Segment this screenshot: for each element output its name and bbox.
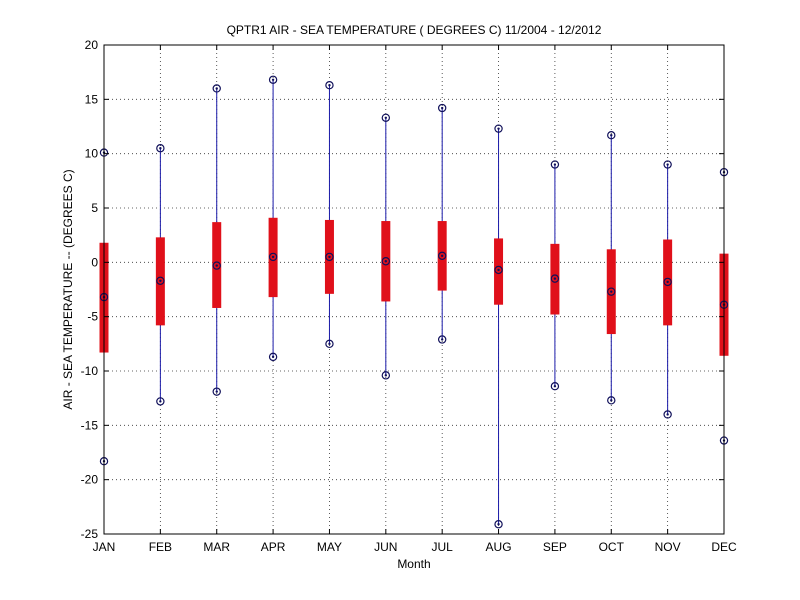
y-tick-label: -15: [81, 418, 99, 432]
x-tick-label: APR: [261, 540, 286, 554]
x-tick-label: FEB: [149, 540, 172, 554]
median-marker-dot: [159, 279, 162, 283]
median-marker: [494, 265, 503, 275]
min-marker-dot: [328, 342, 331, 346]
median-marker: [325, 252, 334, 262]
max-marker: [325, 81, 334, 90]
plot-background: [104, 45, 724, 534]
max-marker: [381, 113, 391, 123]
y-axis-label: AIR - SEA TEMPERATURE -- (DEGREES C): [61, 169, 75, 409]
x-tick-label: JUN: [374, 540, 397, 554]
x-tick-label: AUG: [486, 540, 512, 554]
y-tick-label: -5: [87, 310, 98, 324]
max-marker-dot: [271, 78, 275, 81]
x-tick-label: JAN: [93, 540, 116, 554]
median-marker-dot: [610, 290, 613, 293]
median-marker-dot: [440, 254, 444, 258]
y-tick-label: -25: [81, 527, 99, 541]
min-marker: [607, 396, 616, 405]
y-tick-label: 20: [85, 38, 99, 52]
min-marker: [437, 335, 447, 344]
y-tick-label: 0: [91, 255, 98, 269]
min-marker-dot: [440, 338, 444, 341]
max-marker: [550, 160, 560, 169]
min-marker: [494, 520, 503, 529]
min-marker: [325, 339, 334, 349]
y-axis-ticks: -25 -20 -15 -10 -5 0 5 10 15 20: [81, 38, 724, 541]
min-marker: [381, 371, 391, 380]
min-marker-dot: [497, 523, 500, 526]
min-marker-dot: [666, 413, 669, 416]
min-marker-dot: [215, 390, 218, 393]
min-marker-dot: [553, 385, 557, 388]
median-marker: [381, 257, 391, 266]
median-marker: [437, 251, 447, 261]
max-marker-dot: [159, 147, 162, 150]
max-marker: [663, 160, 672, 169]
min-marker: [212, 387, 221, 396]
x-tick-label: NOV: [655, 540, 681, 554]
x-tick-label: JUL: [432, 540, 454, 554]
x-tick-label: SEP: [543, 540, 567, 554]
y-tick-label: 15: [85, 92, 99, 106]
x-axis-label: Month: [397, 557, 430, 571]
max-marker-dot: [384, 116, 388, 120]
median-marker: [156, 276, 165, 286]
chart-title: QPTR1 AIR - SEA TEMPERATURE ( DEGREES C)…: [227, 23, 602, 37]
max-marker-dot: [610, 133, 613, 137]
x-tick-label: OCT: [599, 540, 625, 554]
min-marker-dot: [159, 400, 162, 403]
median-marker-dot: [666, 280, 669, 284]
box: [494, 238, 504, 305]
max-marker-dot: [497, 127, 500, 130]
median-marker-dot: [553, 277, 557, 280]
min-marker: [268, 352, 278, 362]
y-tick-label: 10: [85, 147, 99, 161]
min-marker: [663, 410, 672, 419]
y-tick-label: -10: [81, 364, 99, 378]
max-marker: [607, 130, 616, 140]
max-marker: [212, 84, 221, 93]
median-marker-dot: [215, 264, 218, 267]
min-marker-dot: [610, 399, 613, 402]
median-marker-dot: [328, 255, 331, 259]
min-marker-dot: [271, 355, 275, 359]
max-marker-dot: [553, 163, 557, 166]
x-tick-label: MAY: [317, 540, 342, 554]
median-marker-dot: [271, 255, 275, 259]
median-marker: [268, 252, 278, 262]
median-marker: [607, 287, 616, 296]
median-marker: [212, 261, 221, 270]
median-marker-dot: [384, 260, 388, 263]
min-marker: [156, 397, 165, 406]
x-tick-label: DEC: [711, 540, 737, 554]
median-marker-dot: [497, 268, 500, 272]
min-marker: [550, 382, 560, 391]
max-marker: [156, 144, 165, 153]
x-axis-ticks: JAN FEB MAR APR MAY JUN JUL AUG SEP OCT NOV DEC: [93, 45, 737, 554]
max-marker-dot: [215, 87, 218, 90]
max-marker: [494, 124, 503, 133]
max-marker: [437, 103, 447, 113]
min-marker-dot: [384, 374, 388, 377]
max-marker-dot: [666, 163, 669, 166]
y-tick-label: 5: [91, 201, 98, 215]
max-marker: [268, 75, 278, 84]
plot-frame: [103, 44, 725, 535]
y-tick-label: -20: [81, 473, 99, 487]
max-marker-dot: [440, 106, 444, 110]
median-marker: [663, 277, 672, 287]
median-marker: [550, 274, 560, 283]
max-marker-dot: [328, 84, 331, 87]
x-tick-label: MAR: [203, 540, 230, 554]
